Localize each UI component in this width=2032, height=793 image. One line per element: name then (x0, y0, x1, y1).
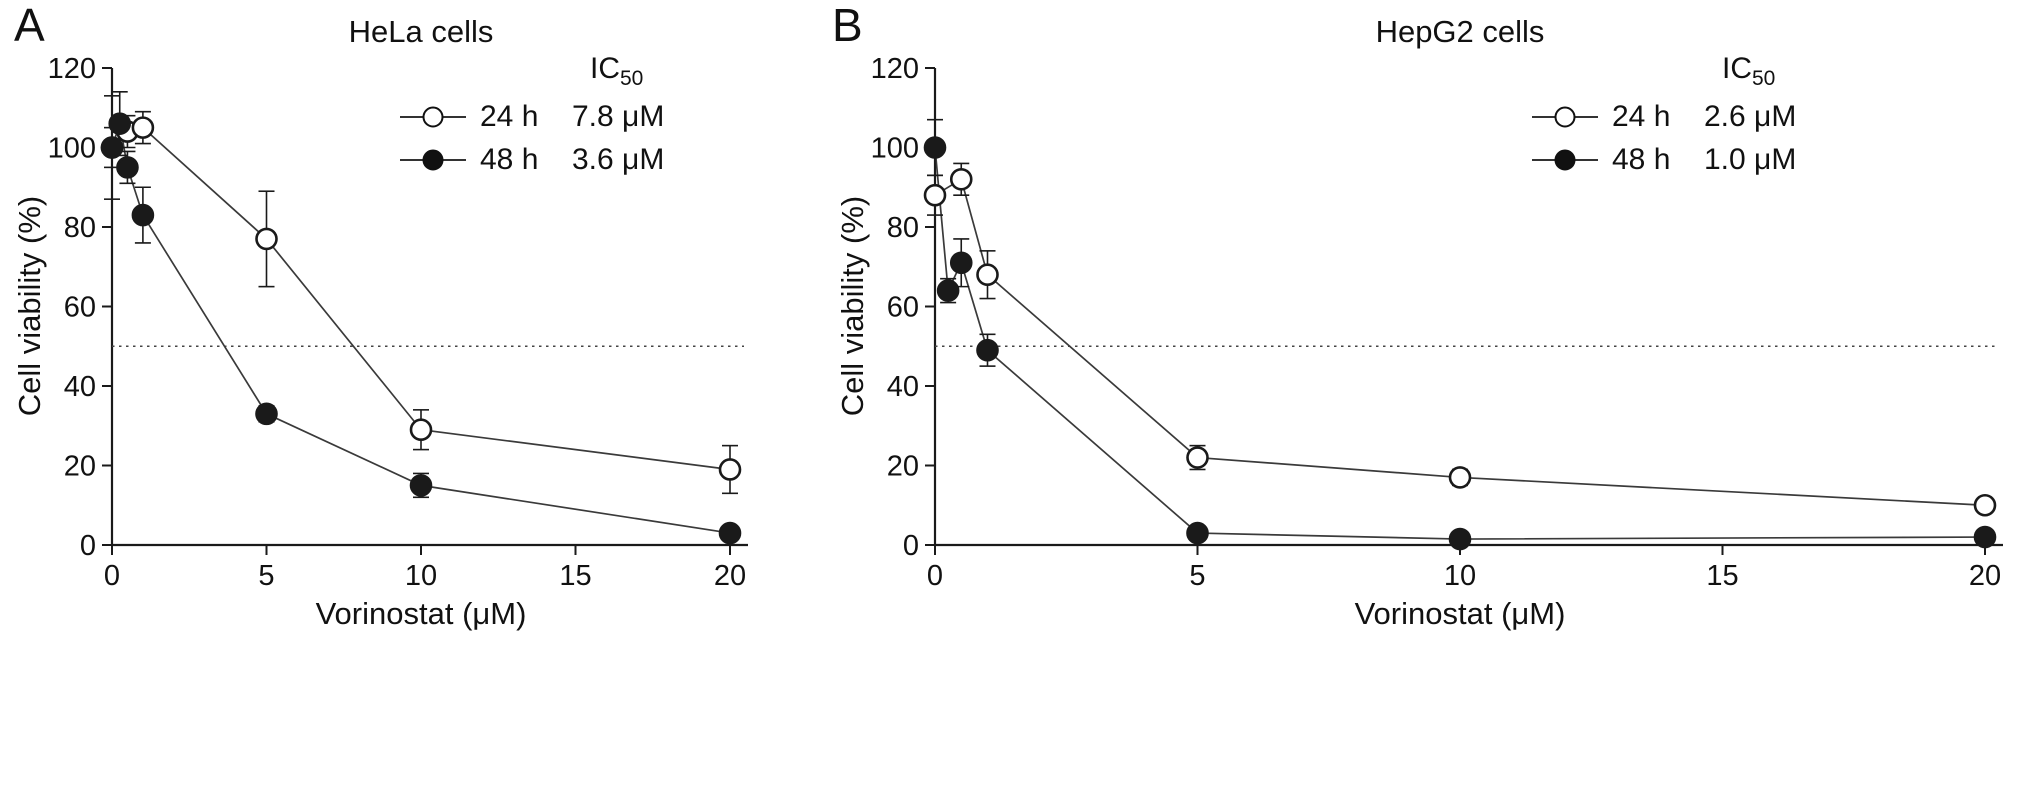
legend-item-24h: 24 h 2.6 μM (1532, 100, 1796, 134)
open-circle-marker (1973, 493, 1997, 517)
legend-series-name: 48 h (480, 143, 539, 176)
legend-header-ic50: IC50 (1722, 52, 1796, 91)
y-tick-label: 80 (64, 212, 96, 244)
open-circle-legend-marker (1532, 104, 1598, 130)
legend-series-name: 24 h (480, 100, 539, 133)
x-tick-label: 10 (1444, 560, 1476, 592)
legend-header-ic50: IC50 (590, 52, 664, 91)
open-circle-marker (1448, 466, 1472, 489)
open-circle-marker (1186, 446, 1209, 469)
filled-circle-marker (1448, 527, 1472, 551)
filled-circle-marker (108, 112, 132, 135)
open-circle-marker (923, 183, 947, 207)
legend-b: IC50 24 h 2.6 μM 48 h 1.0 μM (1532, 52, 1796, 177)
filled-circle-marker (116, 156, 139, 179)
filled-circle-legend-marker (1532, 147, 1598, 173)
filled-circle-marker (100, 136, 124, 159)
legend-series-name: 24 h (1612, 100, 1671, 133)
x-axis-label-b: Vorinostat (μM) (1354, 596, 1566, 631)
open-circle-legend-marker (400, 104, 466, 130)
chart-canvas-b: 0 5 10 15 20 0 20 40 60 80 100 120 (871, 53, 2003, 592)
ic50-text: IC (1722, 52, 1752, 85)
filled-circle-marker (976, 338, 999, 362)
ic50-text: IC (590, 52, 620, 85)
y-tick-label: 80 (887, 212, 919, 244)
x-tick-label: 15 (1706, 560, 1738, 592)
filled-circle-marker (409, 474, 433, 497)
filled-circle-marker (718, 521, 742, 545)
series-line-48h (111, 123, 731, 534)
legend-item-48h: 48 h 1.0 μM (1532, 143, 1796, 177)
x-tick-label: 20 (1969, 560, 2001, 592)
chart-canvas-a: 0 5 10 15 20 0 20 40 60 80 100 120 (48, 53, 748, 592)
panel-a: 0 5 10 15 20 0 20 40 60 80 100 120 A HeLa cells Cel… (0, 0, 780, 793)
y-tick-label: 60 (887, 292, 919, 324)
filled-circle-marker (1973, 525, 1997, 549)
filled-circle-marker (1186, 521, 1209, 545)
filled-circle-legend-marker (400, 147, 466, 173)
legend-ic50-value: 3.6 μM (572, 143, 665, 176)
y-tick-label: 20 (887, 451, 919, 483)
filled-circle-marker (131, 203, 155, 227)
x-tick-label: 5 (1189, 560, 1205, 592)
filled-circle-marker (949, 251, 973, 275)
x-axis-label-a: Vorinostat (μM) (315, 596, 527, 631)
series-line-24h (934, 177, 1986, 507)
open-circle-marker (718, 458, 742, 481)
panel-label-a: A (14, 0, 45, 51)
legend-item-24h: 24 h 7.8 μM (400, 100, 664, 134)
x-tick-label: 5 (258, 560, 274, 592)
filled-circle-marker (255, 402, 278, 426)
y-tick-label: 100 (48, 133, 96, 165)
y-axis-label-b: Cell viability (%) (835, 195, 870, 417)
legend-item-48h: 48 h 3.6 μM (400, 143, 664, 177)
legend-ic50-value: 2.6 μM (1704, 100, 1797, 133)
y-tick-label: 40 (64, 371, 96, 403)
x-tick-label: 0 (104, 560, 120, 592)
x-tick-label: 15 (559, 560, 591, 592)
y-tick-label: 20 (64, 451, 96, 483)
x-tick-label: 10 (405, 560, 437, 592)
open-circle-marker (131, 116, 155, 139)
open-circle-marker (949, 168, 973, 191)
legend-a: IC50 24 h 7.8 μM 48 h 3.6 μM (400, 52, 664, 177)
chart-title-b: HepG2 cells (1375, 14, 1545, 49)
open-circle-marker (409, 418, 433, 442)
y-tick-label: 0 (80, 530, 96, 562)
ic50-subscript: 50 (1752, 67, 1776, 90)
y-tick-label: 120 (871, 53, 919, 85)
ic50-subscript: 50 (620, 67, 644, 90)
open-circle-marker (976, 263, 999, 287)
y-tick-label: 40 (887, 371, 919, 403)
chart-title-a: HeLa cells (348, 14, 494, 49)
y-tick-label: 60 (64, 292, 96, 324)
legend-ic50-value: 1.0 μM (1704, 143, 1797, 176)
y-axis-label-a: Cell viability (%) (12, 195, 47, 417)
y-tick-label: 100 (871, 133, 919, 165)
x-tick-label: 20 (714, 560, 746, 592)
legend-ic50-value: 7.8 μM (572, 100, 665, 133)
panel-b: 0 5 10 15 20 0 20 40 60 80 100 120 B HepG2 cells Ce… (780, 0, 2032, 793)
legend-series-name: 48 h (1612, 143, 1671, 176)
panel-label-b: B (832, 0, 863, 51)
filled-circle-marker (923, 136, 947, 159)
x-tick-label: 0 (927, 560, 943, 592)
y-tick-label: 120 (48, 53, 96, 85)
y-tick-label: 0 (903, 530, 919, 562)
open-circle-marker (255, 227, 278, 251)
filled-circle-marker (936, 279, 960, 302)
